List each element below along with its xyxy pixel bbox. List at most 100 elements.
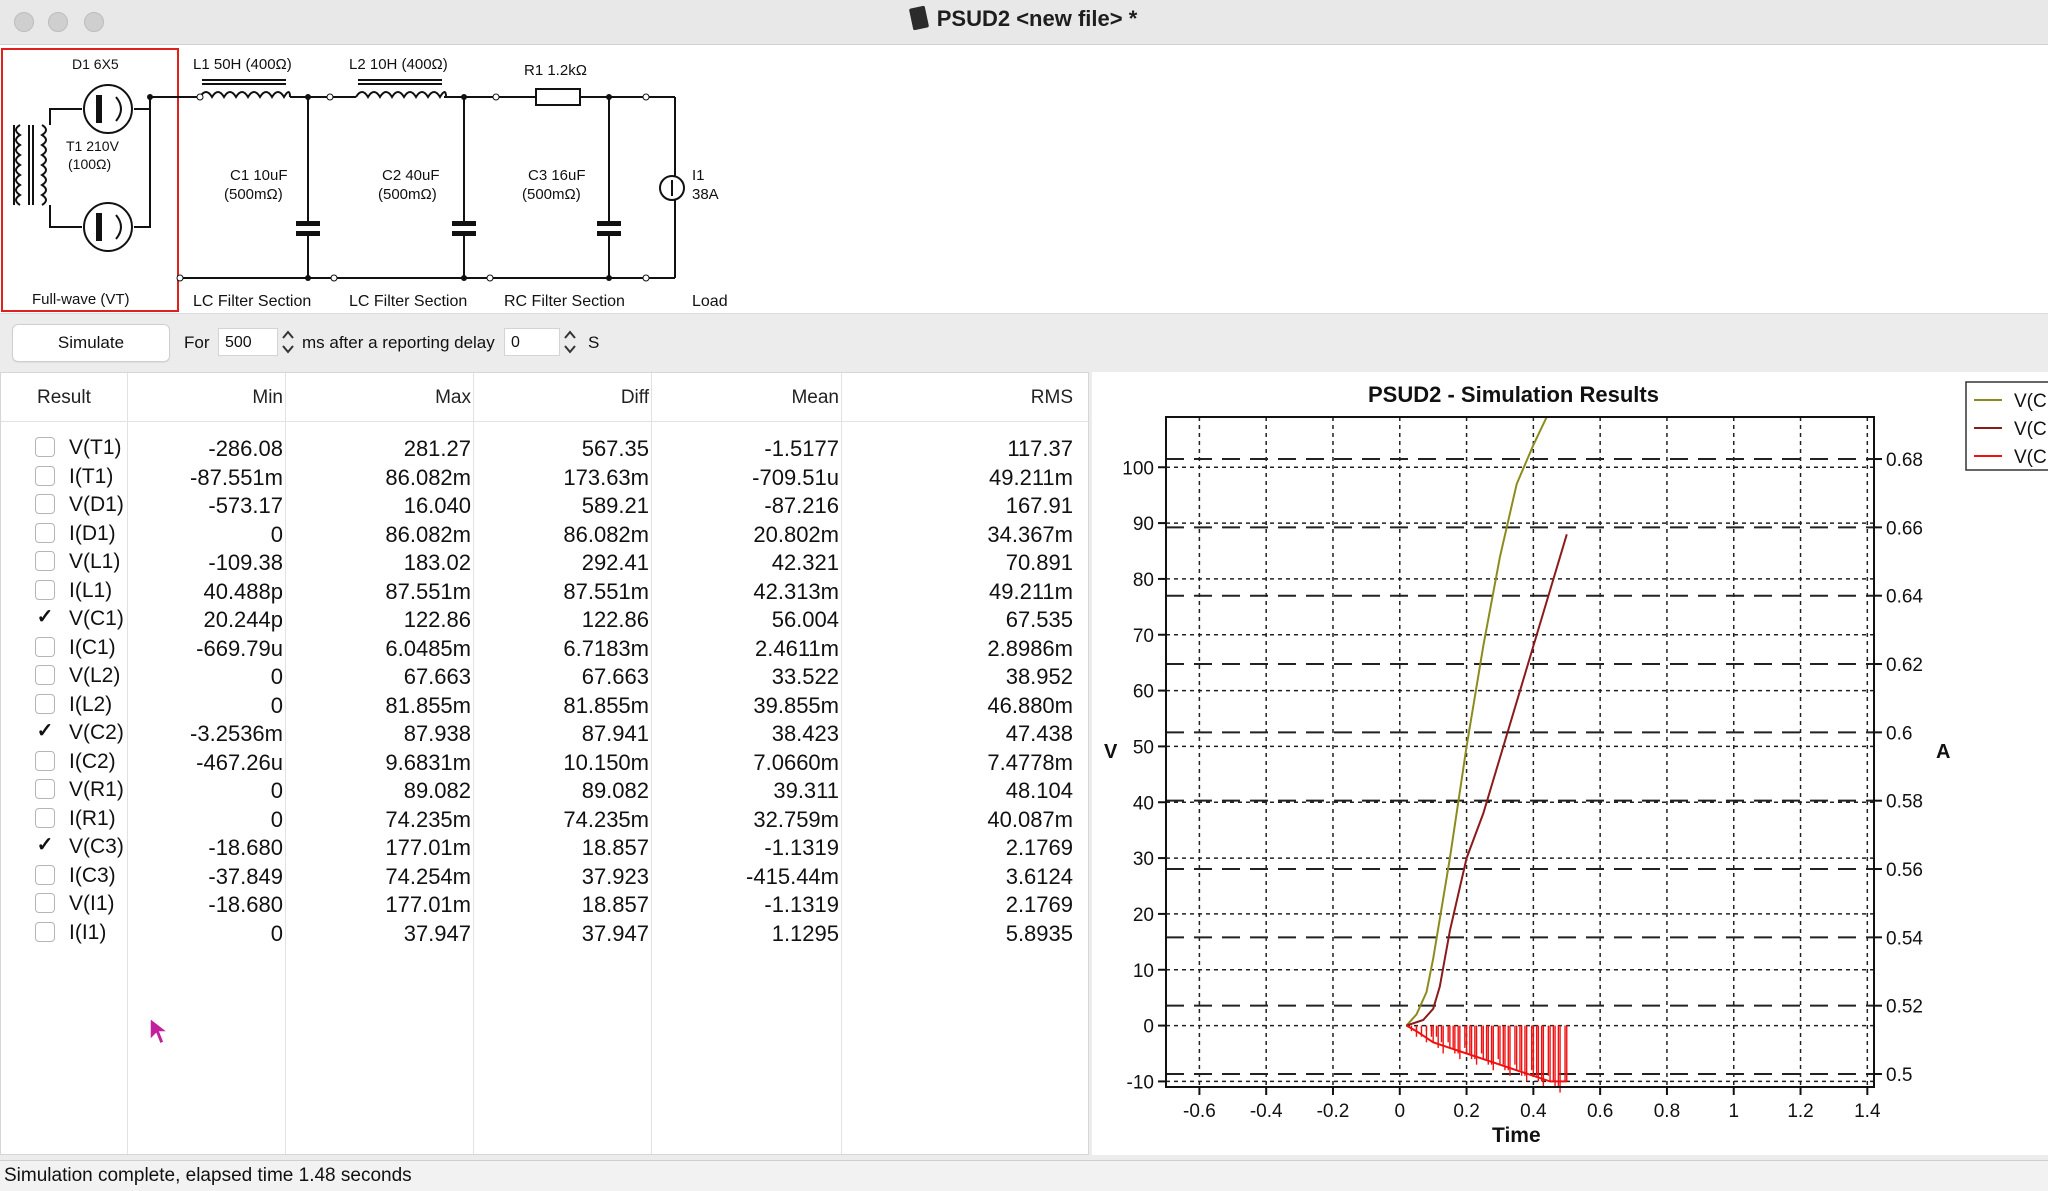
table-row[interactable]: V(T1) -286.08 281.27 567.35 -1.5177 117.37	[1, 433, 1090, 462]
document-icon	[908, 5, 929, 31]
delay-input[interactable]: 0	[504, 328, 560, 356]
result-rms: 47.438	[1005, 721, 1073, 746]
result-name: I(C1)	[69, 635, 116, 659]
result-checkbox[interactable]	[35, 779, 55, 799]
c2-label: C2 40uF	[382, 167, 440, 184]
result-name: V(C3)	[69, 835, 124, 858]
column-divider	[841, 373, 842, 1154]
zoom-window-button[interactable]	[84, 12, 104, 32]
y-tick-label: 30	[1133, 849, 1154, 870]
minimize-window-button[interactable]	[48, 12, 68, 32]
chart-legend[interactable]: V(C V(C V(C	[1965, 381, 2048, 471]
y-tick-label: -10	[1127, 1072, 1154, 1093]
result-checkbox[interactable]	[35, 864, 55, 885]
capacitor-c1[interactable]: C1 10uF (500mΩ)	[224, 94, 320, 281]
load-current-source[interactable]: I1 38A Load	[659, 167, 728, 310]
result-diff: 81.855m	[563, 692, 649, 718]
table-row[interactable]: I(C1) -669.79u 6.0485m 6.7183m 2.4611m 2.8986…	[1, 633, 1090, 662]
result-checkbox[interactable]	[35, 494, 55, 514]
result-checkbox[interactable]: ✓	[35, 720, 55, 742]
header-min[interactable]: Min	[252, 387, 283, 408]
header-result[interactable]: Result	[37, 387, 91, 408]
header-diff[interactable]: Diff	[620, 387, 649, 408]
table-row[interactable]: V(L2) 0 67.663 67.663 33.522 38.952	[1, 661, 1090, 690]
result-checkbox[interactable]	[35, 465, 55, 486]
table-row[interactable]: I(C2) -467.26u 9.6831m 10.150m 7.0660m 7.4778…	[1, 747, 1090, 776]
duration-input[interactable]: 500	[218, 328, 278, 356]
legend-entry: V(C	[2014, 419, 2047, 440]
table-row[interactable]: V(R1) 0 89.082 89.082 39.311 48.104	[1, 775, 1090, 804]
result-max: 86.082m	[385, 521, 471, 547]
table-row[interactable]: V(I1) -18.680 177.01m 18.857 -1.1319 2.1769	[1, 889, 1090, 918]
result-max: 177.01m	[385, 892, 471, 917]
table-row[interactable]: V(D1) -573.17 16.040 589.21 -87.216 167.91	[1, 490, 1090, 519]
result-max: 81.855m	[385, 692, 471, 718]
table-row[interactable]: I(T1) -87.551m 86.082m 173.63m -709.51u 49.21…	[1, 462, 1090, 491]
table-row[interactable]: ✓ V(C3) -18.680 177.01m 18.857 -1.1319 2.1769	[1, 832, 1090, 861]
header-mean[interactable]: Mean	[791, 387, 839, 408]
result-checkbox[interactable]	[35, 665, 55, 685]
result-checkbox[interactable]	[35, 636, 55, 657]
table-row[interactable]: I(L1) 40.488p 87.551m 87.551m 42.313m 49.211m	[1, 576, 1090, 605]
delay-stepper[interactable]	[562, 326, 578, 358]
result-checkbox[interactable]	[35, 750, 55, 771]
y2-tick-label: 0.58	[1886, 792, 1923, 813]
rectifier-block[interactable]: D1 6X5 T1 210V (100Ω) Full-wave (VT)	[1, 48, 179, 312]
load-label: I1	[692, 167, 705, 184]
y2-tick-label: 0.54	[1886, 928, 1923, 949]
result-checkbox[interactable]	[35, 551, 55, 571]
header-rms[interactable]: RMS	[1030, 387, 1073, 408]
y2-axis-ticks: 0.5 0.52 0.54 0.56 0.58 0.6 0.62 0.64 0.66 0.68	[1874, 450, 1923, 1086]
simulation-controls: Simulate For 500 ms after a reporting de…	[0, 314, 2048, 372]
result-mean: 2.4611m	[755, 635, 839, 661]
x-tick-label: 1.2	[1787, 1101, 1813, 1122]
table-row[interactable]: I(R1) 0 74.235m 74.235m 32.759m 40.087m	[1, 804, 1090, 833]
result-checkbox[interactable]	[35, 921, 55, 942]
table-row[interactable]: I(L2) 0 81.855m 81.855m 39.855m 46.880m	[1, 690, 1090, 719]
result-checkbox[interactable]	[35, 522, 55, 543]
capacitor-c2[interactable]: C2 40uF (500mΩ)	[378, 94, 476, 281]
r1-label: R1 1.2kΩ	[524, 62, 587, 79]
table-row[interactable]: I(C3) -37.849 74.254m 37.923 -415.44m 3.6124	[1, 861, 1090, 890]
table-row[interactable]: I(D1) 0 86.082m 86.082m 20.802m 34.367m	[1, 519, 1090, 548]
result-min: -109.38	[208, 550, 283, 575]
result-checkbox[interactable]: ✓	[35, 606, 55, 628]
resistor-r1[interactable]: R1 1.2kΩ RC Filter Section	[504, 62, 625, 310]
result-checkbox[interactable]	[35, 579, 55, 600]
y-tick-label: 60	[1133, 682, 1154, 703]
schematic-panel: D1 6X5 T1 210V (100Ω) Full-wave (VT)	[0, 45, 2048, 314]
result-mean: -709.51u	[752, 464, 839, 490]
capacitor-c3[interactable]: C3 16uF (500mΩ)	[522, 94, 621, 281]
table-row[interactable]: I(I1) 0 37.947 37.947 1.1295 5.8935	[1, 918, 1090, 947]
x-tick-label: 1	[1728, 1101, 1739, 1122]
result-checkbox[interactable]: ✓	[35, 834, 55, 856]
result-checkbox[interactable]	[35, 893, 55, 913]
table-row[interactable]: ✓ V(C1) 20.244p 122.86 122.86 56.004 67.535	[1, 604, 1090, 633]
result-rms: 5.8935	[1005, 920, 1073, 946]
header-max[interactable]: Max	[435, 387, 471, 408]
result-diff: 18.857	[581, 892, 649, 917]
inductor-l1[interactable]: L1 50H (400Ω) LC Filter Section	[193, 56, 311, 310]
result-checkbox[interactable]	[35, 693, 55, 714]
result-diff: 87.941	[581, 721, 649, 746]
ms-label: ms after a reporting delay	[302, 333, 495, 352]
simulate-button[interactable]: Simulate	[12, 324, 170, 362]
window-title: PSUD2 <new file> *	[0, 5, 2048, 32]
table-row[interactable]: ✓ V(C2) -3.2536m 87.938 87.941 38.423 47.438	[1, 718, 1090, 747]
result-mean: -415.44m	[746, 863, 839, 889]
duration-stepper[interactable]	[280, 326, 296, 358]
c3-label: C3 16uF	[528, 167, 586, 184]
result-mean: -1.5177	[764, 436, 839, 461]
table-row[interactable]: V(L1) -109.38 183.02 292.41 42.321 70.891	[1, 547, 1090, 576]
result-min: -18.680	[208, 892, 283, 917]
result-name: I(C2)	[69, 749, 116, 773]
result-max: 67.663	[403, 664, 471, 689]
result-rms: 38.952	[1005, 664, 1073, 689]
close-window-button[interactable]	[14, 12, 34, 32]
result-checkbox[interactable]	[35, 807, 55, 828]
result-checkbox[interactable]	[35, 437, 55, 457]
result-name: V(C2)	[69, 721, 124, 744]
series-line	[1406, 534, 1568, 1027]
inductor-l2[interactable]: L2 10H (400Ω) LC Filter Section	[349, 56, 467, 310]
result-name: V(T1)	[69, 436, 122, 459]
